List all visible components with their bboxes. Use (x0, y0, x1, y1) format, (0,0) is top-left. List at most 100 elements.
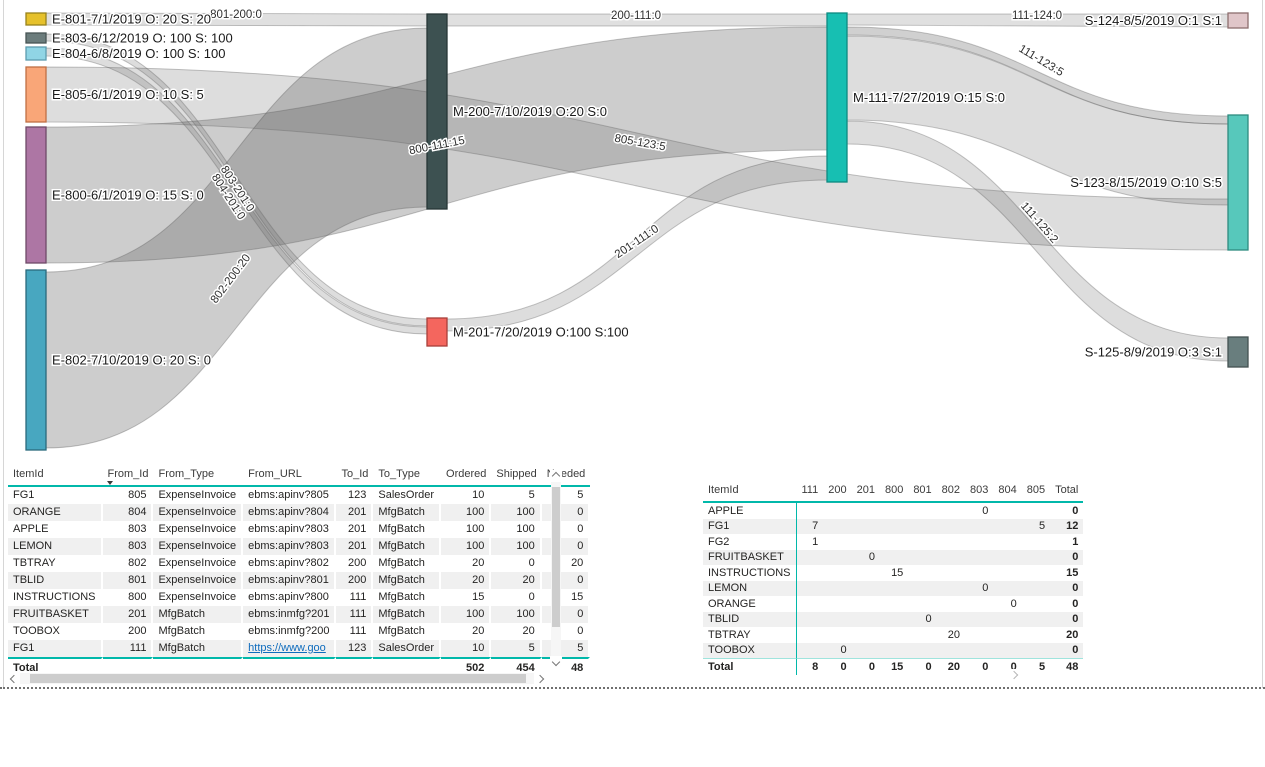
column-header-802[interactable]: 802 (936, 481, 966, 503)
table-row[interactable]: LEMON 0 0 (703, 580, 1084, 596)
cell (993, 518, 1022, 534)
cell (823, 565, 851, 581)
sankey-node-S-123[interactable] (1227, 114, 1249, 251)
column-header-804[interactable]: 804 (993, 481, 1022, 503)
sankey-node-E-800[interactable] (25, 126, 47, 264)
table-row[interactable]: FRUITBASKET 0 0 (703, 549, 1084, 565)
chevron-down-icon[interactable] (550, 656, 562, 668)
column-header-shipped[interactable]: Shipped (491, 465, 542, 487)
cell: 0 (1050, 611, 1084, 627)
cell: 15 (542, 589, 591, 606)
chevron-up-icon[interactable] (550, 470, 562, 482)
column-header-total[interactable]: Total (1050, 481, 1084, 503)
table-row[interactable]: TOOBOX 200 MfgBatch ebms:inmfg?200 111 MfgBat… (8, 623, 591, 640)
table-row[interactable]: TBLID 801 ExpenseInvoice ebms:apinv?801 200 M… (8, 572, 591, 589)
header-row: ItemId From_Id From_Type From_URL To_Id To_Ty… (8, 465, 591, 487)
cell: 100 (441, 521, 492, 538)
table-row[interactable]: TBTRAY 20 20 (703, 627, 1083, 643)
table-row[interactable]: LEMON 803 ExpenseInvoice ebms:apinv?803 201 M… (8, 538, 591, 555)
chevron-left-icon[interactable] (8, 673, 20, 685)
cell: INSTRUCTIONS (8, 589, 103, 606)
column-header-itemid[interactable]: ItemId (8, 465, 103, 487)
page-border-left (3, 0, 4, 688)
scrollbar-thumb[interactable] (30, 674, 526, 683)
sankey-node-E-805[interactable] (25, 66, 47, 123)
table-row[interactable]: INSTRUCTIONS 15 15 (703, 565, 1083, 581)
cell (993, 642, 1022, 658)
sankey-node-S-124[interactable] (1227, 12, 1249, 29)
column-header-201[interactable]: 201 (851, 481, 880, 503)
cell: APPLE (8, 521, 103, 538)
cell (823, 611, 852, 627)
column-header-801[interactable]: 801 (908, 481, 937, 503)
column-header-ordered[interactable]: Ordered (441, 465, 492, 487)
cell (1022, 565, 1050, 581)
sankey-node-E-801[interactable] (25, 12, 47, 26)
table-row[interactable]: APPLE 0 0 (703, 503, 1083, 519)
sankey-node-M-111[interactable] (826, 12, 848, 183)
cell-link[interactable]: https://www.goo (248, 642, 326, 654)
cell (823, 549, 852, 565)
total-cell: 0 (851, 658, 880, 675)
cell (1021, 642, 1051, 658)
detail-horizontal-scrollbar[interactable] (8, 673, 546, 685)
chevron-right-icon[interactable] (1008, 669, 1020, 681)
cell: ORANGE (8, 504, 103, 521)
table-row[interactable]: FRUITBASKET 201 MfgBatch ebms:inmfg?201 111 M… (8, 606, 591, 623)
cell: 20 (947, 628, 961, 641)
sankey-node-M-201[interactable] (426, 317, 448, 347)
cell (965, 627, 993, 643)
table-row[interactable]: ORANGE 804 ExpenseInvoice ebms:apinv?804 201… (8, 504, 591, 521)
column-header-805[interactable]: 805 (1021, 481, 1051, 503)
cell (993, 503, 1021, 519)
total-cell: Total (8, 657, 103, 677)
cell (797, 565, 824, 581)
table-row[interactable]: TBLID 0 0 (703, 611, 1084, 627)
cell (993, 627, 1021, 643)
scrollbar-thumb[interactable] (552, 487, 560, 627)
table-row[interactable]: TBTRAY 802 ExpenseInvoice ebms:apinv?802 200… (8, 555, 591, 572)
cell (851, 518, 880, 534)
column-header-800[interactable]: 800 (879, 481, 909, 503)
column-header-to_id[interactable]: To_Id (336, 465, 374, 487)
column-header-111[interactable]: 111 (796, 481, 824, 503)
sankey-node-E-804[interactable] (25, 46, 47, 61)
cell (823, 627, 851, 643)
table-row[interactable]: ORANGE 0 0 (703, 596, 1083, 612)
column-header-to_type[interactable]: To_Type (373, 465, 442, 487)
column-header-from_type[interactable]: From_Type (153, 465, 244, 487)
detail-vertical-scrollbar[interactable] (550, 470, 562, 668)
table-row[interactable]: TOOBOX 0 0 (703, 642, 1084, 658)
cell (1022, 503, 1050, 519)
sankey-node-E-803[interactable] (25, 32, 47, 44)
sankey-node-E-802[interactable] (25, 269, 47, 451)
matrix-table-visual: ItemId 111 200 201 800 801 802 803 804 805 Total AP… (703, 481, 1084, 681)
detail-table-visual: ItemId From_Id From_Type From_URL To_Id To_Ty… (8, 465, 591, 685)
cell: FG1 (8, 640, 103, 657)
table-row[interactable]: FG1 805 ExpenseInvoice ebms:apinv?805 123 Sal… (8, 487, 591, 504)
cell: 20 (441, 555, 492, 572)
cell (823, 596, 851, 612)
cell: 0 (541, 504, 591, 521)
table-row[interactable]: FG1 111 MfgBatch https://www.goo 123 SalesOrd… (8, 640, 591, 657)
table-row[interactable]: APPLE 803 ExpenseInvoice ebms:apinv?803 201 M… (8, 521, 591, 538)
cell (823, 518, 852, 534)
table-row[interactable]: INSTRUCTIONS 800 ExpenseInvoice ebms:apinv?… (8, 589, 591, 606)
column-header-803[interactable]: 803 (965, 481, 994, 503)
cell: 12 (1050, 518, 1084, 534)
chevron-right-icon[interactable] (534, 673, 546, 685)
sankey-node-S-125[interactable] (1227, 336, 1249, 368)
cell: ebms:apinv?801 (243, 572, 337, 589)
column-header-from_id[interactable]: From_Id (102, 465, 154, 487)
cell: FG2 (703, 534, 797, 550)
column-header-itemid[interactable]: ItemId (703, 481, 797, 503)
node-label: E-802-7/10/2019 O: 20 S: 0 (52, 353, 211, 368)
sankey-node-M-200[interactable] (426, 13, 448, 210)
column-header-from_url[interactable]: From_URL (243, 465, 337, 487)
table-row[interactable]: FG2 1 1 (703, 534, 1083, 550)
cell: MfgBatch (373, 572, 442, 589)
column-header-200[interactable]: 200 (823, 481, 852, 503)
cell: TBLID (8, 572, 103, 589)
cell: 803 (103, 521, 154, 538)
table-row[interactable]: FG1 7 5 12 (703, 518, 1084, 534)
